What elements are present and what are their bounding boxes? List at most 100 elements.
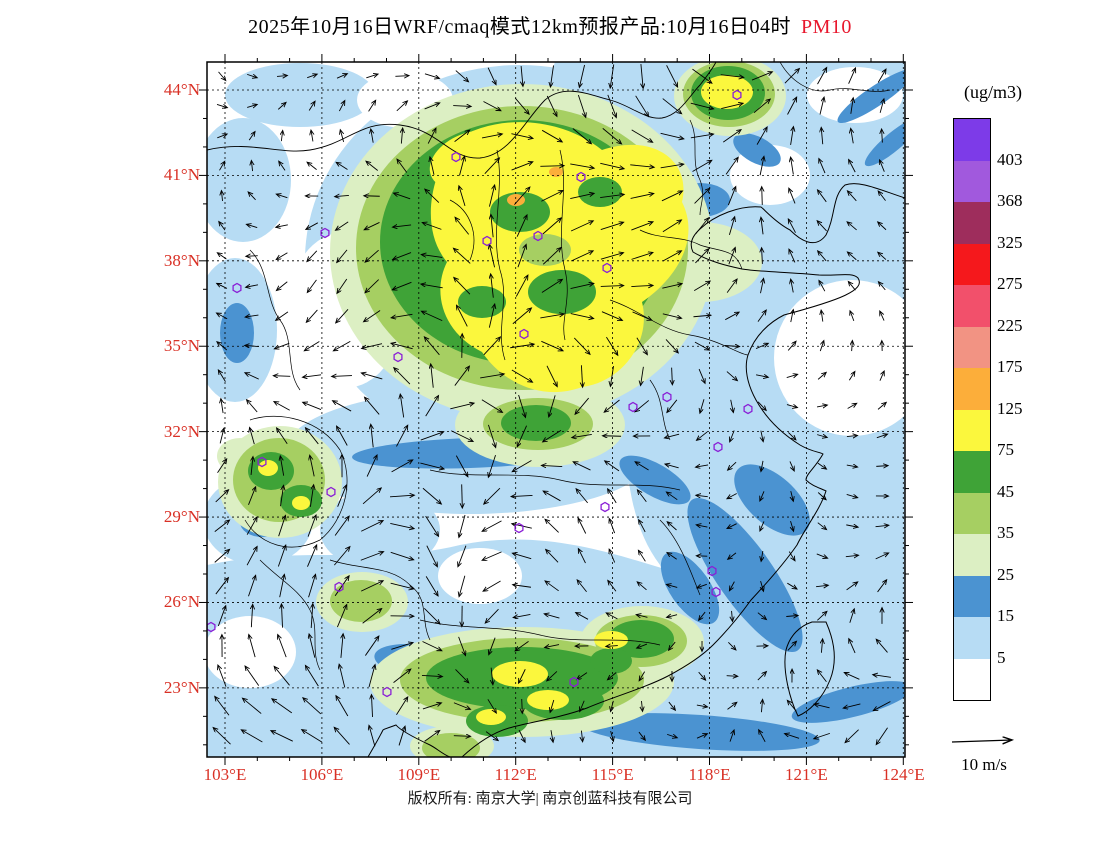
wind-arrow xyxy=(608,672,617,679)
boundary-line xyxy=(496,149,506,361)
field-region xyxy=(791,681,905,723)
wind-arrow xyxy=(788,432,795,439)
wind-arrow xyxy=(360,552,383,561)
wind-arrow xyxy=(369,726,376,747)
wind-arrow xyxy=(341,634,343,658)
wind-arrow xyxy=(485,731,498,741)
grid-layer xyxy=(207,62,905,757)
field-region xyxy=(258,460,278,476)
wind-arrow xyxy=(309,485,313,507)
wind-arrow xyxy=(727,187,735,206)
wind-arrow xyxy=(302,730,323,743)
wind-arrow xyxy=(660,164,684,169)
wind-arrow xyxy=(785,734,800,739)
wind-arrow xyxy=(817,612,826,621)
city-marker xyxy=(662,391,672,403)
wind-arrow xyxy=(631,253,652,260)
wind-arrow xyxy=(724,346,739,347)
wind-arrow xyxy=(787,98,797,115)
wind-arrow xyxy=(635,462,649,471)
colorbar-segment xyxy=(954,534,990,576)
city-marker xyxy=(451,151,461,163)
wind-arrow xyxy=(459,514,466,537)
field-region xyxy=(733,133,781,167)
wind-arrow xyxy=(303,698,322,715)
wind-arrow xyxy=(336,605,346,628)
wind-arrow xyxy=(306,666,319,687)
wind-arrow xyxy=(610,365,614,386)
wind-arrow xyxy=(728,552,737,559)
wind-arrow xyxy=(789,189,796,204)
wind-arrow xyxy=(695,218,709,235)
wind-arrow xyxy=(662,284,681,289)
colorbar-segment xyxy=(954,368,990,410)
wind-arrow xyxy=(730,581,735,591)
wind-arrow xyxy=(641,700,642,711)
wind-arrow xyxy=(791,491,793,501)
wind-arrow xyxy=(546,550,559,563)
boundary-line xyxy=(244,415,348,548)
wind-arrow xyxy=(690,134,713,139)
wind-arrow xyxy=(462,484,463,507)
wind-arrow xyxy=(512,308,531,325)
wind-arrow xyxy=(577,94,585,117)
wind-arrow xyxy=(336,696,349,717)
field-region xyxy=(590,648,632,674)
wind-arrow xyxy=(666,65,678,86)
wind-arrow xyxy=(876,640,888,653)
wind-arrow xyxy=(700,399,705,412)
wind-arrow xyxy=(512,495,533,496)
wind-arrow xyxy=(878,191,886,201)
wind-arrow xyxy=(482,551,502,560)
wind-arrow xyxy=(214,520,229,532)
wind-arrow xyxy=(762,248,763,264)
wind-arrow xyxy=(606,646,618,647)
wind-arrow xyxy=(821,310,823,322)
wind-arrow xyxy=(420,462,443,469)
city-marker xyxy=(628,401,638,413)
wind-arrow xyxy=(728,461,737,470)
wind-arrow xyxy=(422,311,443,322)
colorbar-segment xyxy=(954,658,990,700)
wind-arrow xyxy=(729,730,734,742)
field-region xyxy=(320,490,440,570)
field-region xyxy=(501,405,571,441)
wind-arrow xyxy=(760,491,765,500)
wind-arrow xyxy=(307,515,316,537)
wind-arrow xyxy=(334,340,351,350)
field-region xyxy=(476,709,506,725)
colorbar-tick-label: 35 xyxy=(997,523,1014,542)
boundary-line xyxy=(689,119,703,216)
wind-arrow xyxy=(846,493,858,497)
wind-arrow xyxy=(631,129,653,142)
wind-arrow xyxy=(639,551,646,562)
wind-arrow xyxy=(638,731,645,740)
wind-arrow xyxy=(245,373,259,380)
colorbar-tick-label: 175 xyxy=(997,357,1023,376)
wind-arrow xyxy=(757,310,766,322)
field-region xyxy=(330,580,392,622)
wind-arrow xyxy=(482,520,502,531)
wind-arrow xyxy=(425,396,439,417)
wind-arrow xyxy=(308,279,317,292)
colorbar-tick-label: 275 xyxy=(997,274,1023,293)
lon-axis-label: 112°E xyxy=(494,765,537,784)
wind-arrow xyxy=(667,585,678,588)
wind-arrow xyxy=(847,222,857,231)
wind-arrow xyxy=(580,700,585,711)
wind-arrow xyxy=(611,700,614,711)
wind-arrow xyxy=(219,222,226,231)
wind-arrow xyxy=(730,430,735,441)
wind-arrow xyxy=(339,665,346,688)
wind-arrow xyxy=(458,636,466,655)
wind-arrow xyxy=(248,487,255,505)
city-marker xyxy=(600,501,610,513)
wind-arrow xyxy=(751,72,772,81)
colorbar-tick-label: 325 xyxy=(997,232,1023,252)
wind-arrow xyxy=(431,364,434,388)
wind-arrow xyxy=(365,398,380,415)
boundary-line xyxy=(259,559,321,671)
wind-arrow xyxy=(216,104,227,107)
wind-arrow xyxy=(609,550,616,563)
wind-arrow xyxy=(600,286,624,287)
